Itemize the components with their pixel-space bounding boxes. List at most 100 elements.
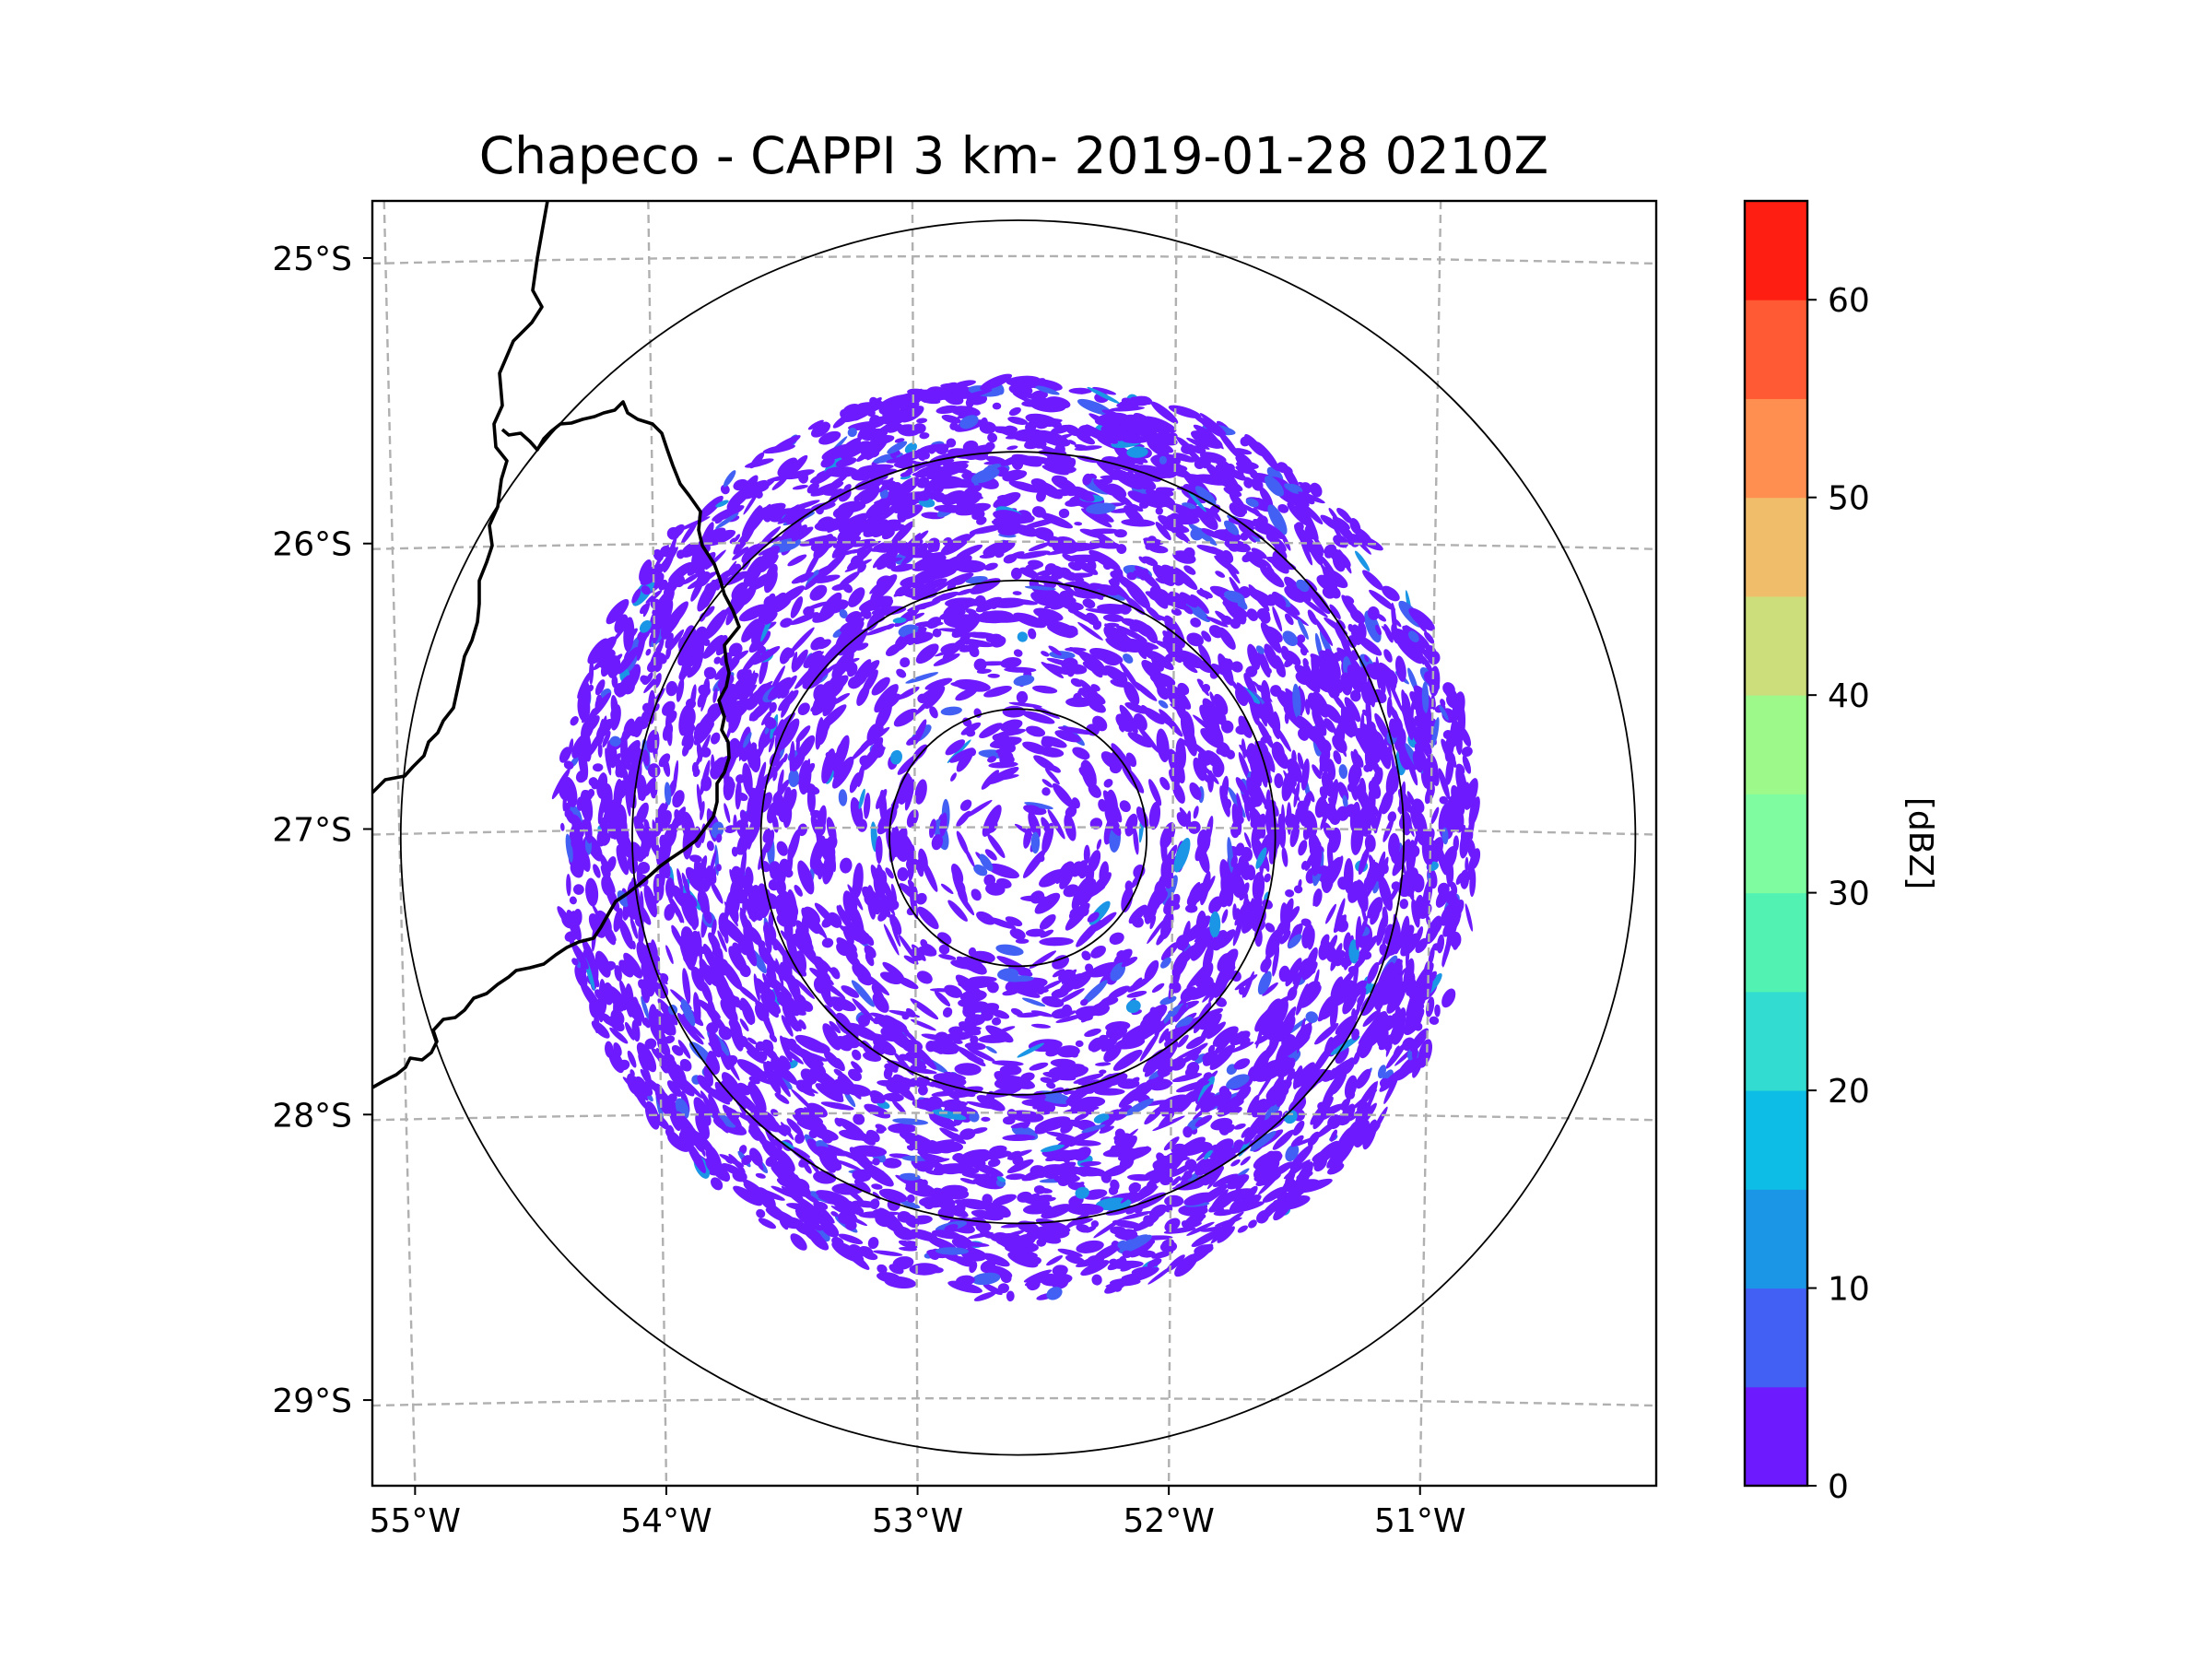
echo-cell <box>700 759 711 795</box>
echo-cell <box>861 1170 888 1177</box>
echo-cell <box>844 1200 863 1216</box>
echo-cell <box>944 1031 973 1041</box>
echo-cell <box>867 468 898 477</box>
echo-cell <box>1065 1254 1086 1265</box>
echo-cell <box>1285 958 1302 987</box>
echo-cell <box>869 1198 880 1210</box>
echo-cell <box>1030 478 1047 488</box>
echo-cell <box>1295 807 1300 826</box>
echo-cell <box>629 1069 635 1077</box>
echo-cell <box>569 896 577 905</box>
echo-cell <box>952 1153 964 1161</box>
echo-cell <box>776 1178 792 1188</box>
range-ring <box>631 451 1406 1225</box>
echo-cell <box>708 1093 721 1117</box>
echo-cell <box>883 400 909 412</box>
echo-cell <box>1218 1086 1230 1097</box>
echo-cell <box>982 1283 1003 1296</box>
echo-cell <box>964 1041 986 1051</box>
echo-cell <box>928 1139 956 1146</box>
echo-cell <box>715 512 739 529</box>
echo-cell <box>1206 1169 1223 1190</box>
echo-cell <box>1217 953 1231 972</box>
echo-cell <box>1220 775 1230 803</box>
echo-cell <box>891 827 906 854</box>
echo-cell <box>645 590 663 604</box>
echo-cell <box>1337 877 1349 890</box>
echo-cell <box>699 958 712 986</box>
echo-cell <box>945 739 966 756</box>
echo-cell <box>1081 980 1108 1006</box>
echo-cell <box>1298 491 1325 504</box>
echo-cell <box>1215 610 1232 625</box>
echo-cell <box>1235 456 1258 478</box>
echo-cell <box>627 1050 637 1068</box>
echo-cell <box>723 1055 735 1068</box>
echo-cell <box>616 844 629 876</box>
echo-cell <box>1310 1096 1334 1125</box>
echo-cell <box>924 677 953 690</box>
echo-cell <box>890 563 915 572</box>
echo-cell <box>900 1172 921 1181</box>
echo-cell <box>952 1039 963 1044</box>
echo-cell <box>1018 378 1045 391</box>
echo-cell <box>803 906 820 925</box>
echo-cell <box>724 803 731 823</box>
echo-cell <box>1025 725 1046 737</box>
echo-cell <box>1266 1151 1277 1162</box>
echo-cell <box>1194 1042 1208 1053</box>
x-tick-label: 52°W <box>1123 1502 1214 1540</box>
echo-cell <box>996 1176 1006 1182</box>
echo-cell <box>747 1037 757 1045</box>
x-tick-label: 55°W <box>370 1502 461 1540</box>
echo-cell <box>1236 682 1255 706</box>
echo-cell <box>1272 945 1280 977</box>
echo-cell <box>1274 773 1284 789</box>
echo-cell <box>818 421 830 435</box>
echo-cell <box>1305 670 1328 693</box>
echo-cell <box>780 930 793 945</box>
echo-cell <box>1081 759 1097 789</box>
echo-cell <box>842 940 857 953</box>
echo-cell <box>779 647 792 665</box>
echo-cell <box>1082 661 1109 676</box>
echo-cell <box>739 964 751 978</box>
echo-cell <box>1160 835 1168 865</box>
echo-cell <box>1173 838 1191 873</box>
echo-cell <box>798 1181 811 1197</box>
echo-cell <box>693 1097 712 1126</box>
echo-cell <box>1179 592 1198 608</box>
echo-cell <box>1296 579 1310 593</box>
echo-cell <box>877 1017 908 1033</box>
echo-cell <box>1344 1075 1358 1100</box>
echo-cell <box>1074 522 1083 526</box>
echo-cell <box>809 584 828 601</box>
echo-cell <box>823 1050 841 1069</box>
echo-cell <box>1181 443 1196 454</box>
echo-cell <box>746 479 756 492</box>
echo-cell <box>970 1035 979 1044</box>
echo-cell <box>979 723 1003 738</box>
echo-cell <box>691 930 702 947</box>
reflectivity-echoes <box>551 373 1481 1302</box>
echo-cell <box>760 526 782 545</box>
echo-cell <box>865 501 882 519</box>
echo-cell <box>1177 1141 1210 1157</box>
range-rings <box>399 219 1637 1456</box>
echo-cell <box>1042 865 1070 886</box>
echo-cell <box>645 648 652 656</box>
echo-cell <box>971 1272 1001 1286</box>
echo-cell <box>816 1190 850 1205</box>
echo-cell <box>789 1221 802 1230</box>
echo-cell <box>1201 630 1212 642</box>
echo-cell <box>1415 637 1430 661</box>
echo-cell <box>618 959 634 978</box>
echo-cell <box>963 485 982 496</box>
echo-cell <box>897 639 909 651</box>
echo-cell <box>1093 478 1117 497</box>
echo-cell <box>1307 609 1318 625</box>
echo-cell <box>888 900 900 911</box>
y-tick-label: 28°S <box>272 1097 352 1135</box>
echo-cell <box>1358 1018 1377 1044</box>
